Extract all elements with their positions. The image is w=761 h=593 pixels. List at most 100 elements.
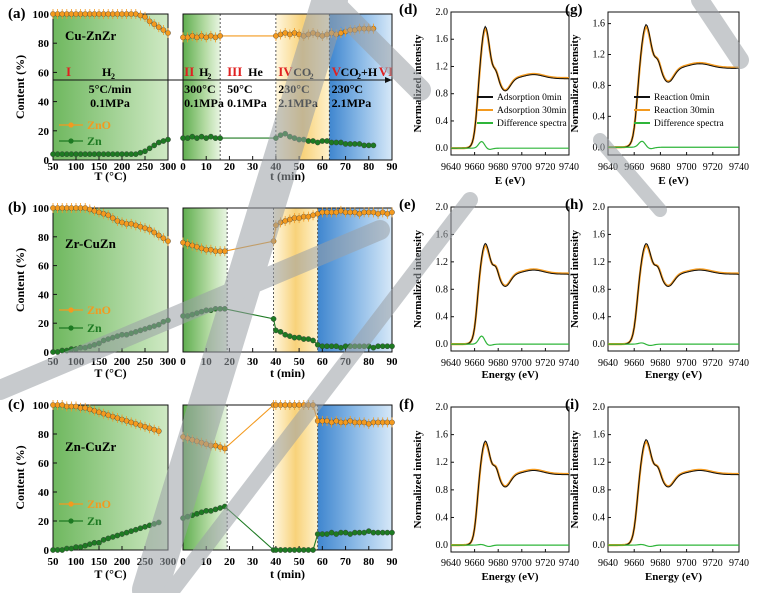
temp-plot-0: 0 20 40 60 80 100 50 100 150 200 250 300 T (°C) Conte… xyxy=(8,6,177,183)
x-tick-label: 9640 xyxy=(441,358,461,369)
time-Zn-point xyxy=(356,141,363,147)
legend-marker xyxy=(68,518,74,524)
legend-label-Zn: Zn xyxy=(87,321,102,335)
time-Zn-point xyxy=(300,547,307,553)
x-tick-label: 9740 xyxy=(559,358,579,369)
time-Zn-point xyxy=(328,139,335,146)
sample-name: Zn-CuZr xyxy=(65,439,117,454)
time-Zn-point xyxy=(180,135,186,141)
x-tick-label: 9660 xyxy=(465,162,485,173)
legend-label-ZnO: ZnO xyxy=(87,497,111,511)
y-tick-label: 1.2 xyxy=(593,457,606,468)
xanes-panel-1: 0.00.40.81.21.6964096609680970097209740E… xyxy=(565,2,749,187)
x-tick-label: 9720 xyxy=(703,358,723,369)
spectrum-0min xyxy=(607,23,740,148)
x-tick-label: 20 xyxy=(224,556,236,568)
xanes-frame xyxy=(450,206,570,352)
y-tick-label: 1.6 xyxy=(436,34,449,45)
y-tick-label: 2.0 xyxy=(436,402,449,413)
y-tick-label: 0.8 xyxy=(436,89,449,100)
y-tick-label: 20 xyxy=(38,318,50,330)
y-tick-label: 1.6 xyxy=(593,229,606,240)
time-Zn-point xyxy=(379,529,386,536)
time-Zn-point xyxy=(389,343,395,350)
temp-Zn-point xyxy=(137,525,144,532)
panel-label: (i) xyxy=(565,397,579,413)
time-Zn-point xyxy=(291,334,298,341)
legend-label-ZnO: ZnO xyxy=(87,303,111,317)
panel-label: (g) xyxy=(565,2,583,18)
time-Zn-point xyxy=(333,531,340,537)
panel-label: (a) xyxy=(8,6,26,22)
time-Zn-point xyxy=(305,138,312,144)
x-tick-label: 9700 xyxy=(512,162,532,173)
xanes-y-label: Normalized intensity xyxy=(412,430,424,529)
x-tick-label: 90 xyxy=(387,356,399,368)
xanes-frame xyxy=(450,406,570,553)
spectrum-30min xyxy=(607,440,740,547)
time-Zn-point xyxy=(310,337,316,344)
stage-gas-extra: +H xyxy=(361,65,378,79)
x-tick-label: 9680 xyxy=(488,358,508,369)
temp-Zn-point xyxy=(132,151,139,157)
difference-spectrum xyxy=(608,543,739,548)
y-tick-label: 100 xyxy=(33,203,50,215)
y-axis-label: Content (%) xyxy=(13,55,27,119)
x-tick-label: 30 xyxy=(247,161,259,173)
time-Zn-point xyxy=(291,547,298,553)
x-tick-label: 9660 xyxy=(465,558,485,569)
time-Zn-point xyxy=(338,344,344,351)
stage-pressure: 0.1MPa xyxy=(184,96,224,110)
temp-Zn-point xyxy=(68,545,75,552)
time-Zn-point xyxy=(282,547,288,553)
xanes-frame xyxy=(607,206,740,352)
x-tick-label: 70 xyxy=(340,556,352,568)
difference-spectrum xyxy=(608,342,739,347)
temp-Zn-point xyxy=(146,145,153,152)
stage-temperature: 50°C xyxy=(227,82,252,96)
y-tick-label: 0.0 xyxy=(593,540,606,551)
temp-Zn-point xyxy=(123,529,130,536)
time-Zn-point xyxy=(352,141,358,147)
time-Zn-point xyxy=(273,547,279,553)
x-tick-label: 90 xyxy=(387,161,399,173)
x-tick-label: 9680 xyxy=(650,162,670,173)
time-Zn-point xyxy=(375,529,381,536)
x-tick-label: 60 xyxy=(317,161,329,173)
time-Zn-point xyxy=(198,509,205,516)
time-Zn-point xyxy=(212,135,219,141)
time-Zn-point xyxy=(217,135,223,141)
xanes-x-label: Energy (eV) xyxy=(645,369,702,381)
legend-label-Zn: Zn xyxy=(87,134,102,148)
x-tick-label: 150 xyxy=(91,556,108,568)
time-Zn-point xyxy=(300,336,307,342)
x-tick-label: 9700 xyxy=(677,162,697,173)
time-Zn-point xyxy=(305,547,312,553)
temp-Zn-point xyxy=(142,524,148,530)
legend-marker xyxy=(68,325,74,331)
x-tick-label: 70 xyxy=(340,161,352,173)
stage-gas-sub-I: 2 xyxy=(111,72,115,81)
stage-pressure: 2.1MPa xyxy=(332,96,372,110)
time-Zn-point xyxy=(370,344,377,351)
x-tick-label: 80 xyxy=(363,356,375,368)
x-tick-label: 9720 xyxy=(535,558,555,569)
x-tick-label: 9740 xyxy=(729,162,749,173)
stage-pressure: 0.1MPa xyxy=(227,96,267,110)
x-tick-label: 10 xyxy=(201,556,213,568)
legend-label: Adsorption 0min xyxy=(497,93,562,103)
y-tick-label: 20 xyxy=(38,516,50,528)
sample-name: Cu-ZnZr xyxy=(65,28,117,43)
x-tick-label: 100 xyxy=(68,161,85,173)
x-tick-label: 9720 xyxy=(535,162,555,173)
temp-Zn-point xyxy=(100,537,107,543)
x-tick-label: 100 xyxy=(68,556,85,568)
panel-label: (f) xyxy=(399,397,414,413)
time-Zn-point xyxy=(184,135,191,141)
time-Zn-point xyxy=(273,327,279,334)
time-Zn-point xyxy=(319,343,326,350)
x-tick-label: 9700 xyxy=(677,358,697,369)
y-tick-label: 1.6 xyxy=(436,430,449,441)
